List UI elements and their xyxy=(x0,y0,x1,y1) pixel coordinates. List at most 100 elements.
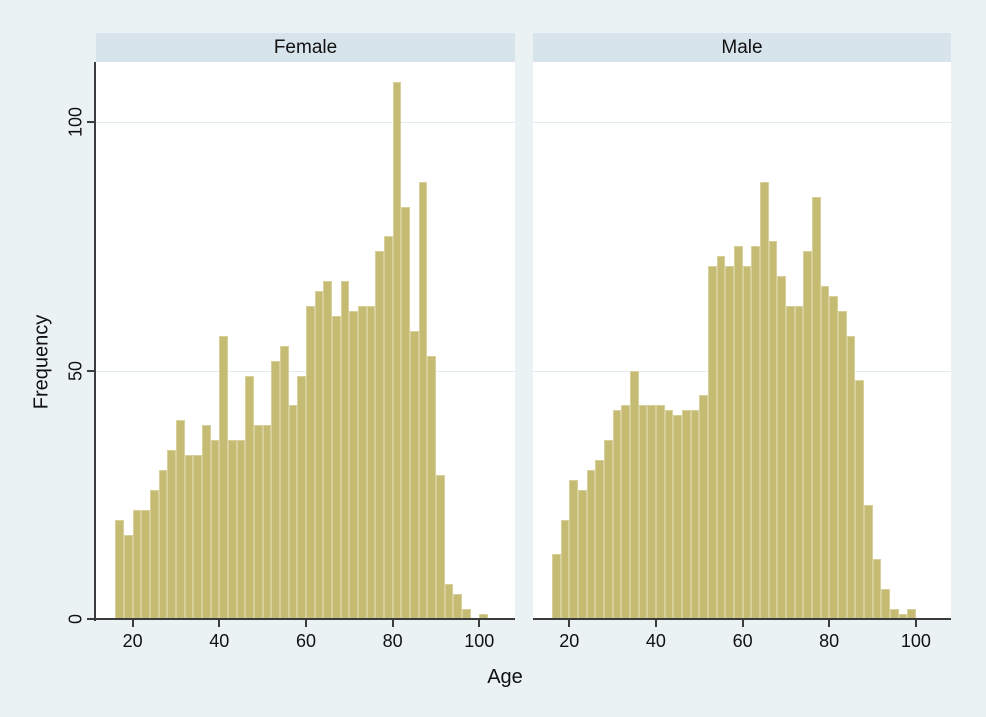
histogram-bar xyxy=(219,335,228,619)
histogram-bar xyxy=(340,281,350,619)
histogram-bar xyxy=(907,609,916,619)
histogram-bar xyxy=(898,614,908,619)
histogram-bar xyxy=(820,286,830,619)
y-tick-label: 0 xyxy=(65,613,86,625)
histogram-bar xyxy=(586,469,596,619)
facet-title-male: Male xyxy=(721,36,763,58)
histogram-bar xyxy=(673,415,682,619)
histogram-bar xyxy=(647,405,656,619)
x-tick-label: 100 xyxy=(464,631,495,651)
histogram-bar xyxy=(846,335,856,619)
histogram-bar xyxy=(280,345,289,619)
histogram-bar xyxy=(863,504,873,619)
histogram-bar xyxy=(228,440,237,619)
histogram-bar xyxy=(288,405,298,619)
y-tick-label: 100 xyxy=(65,106,86,138)
x-axis-tick xyxy=(305,620,307,627)
x-axis-tick xyxy=(218,620,221,627)
y-axis-tick xyxy=(87,121,94,123)
histogram-bar xyxy=(158,469,168,619)
x-tick-label: 20 xyxy=(559,631,580,651)
histogram-bar xyxy=(254,425,263,619)
x-axis-tick xyxy=(914,620,917,627)
histogram-bar xyxy=(193,455,202,619)
histogram-bar xyxy=(621,405,630,619)
x-axis-tick xyxy=(741,620,744,627)
histogram-bar xyxy=(690,410,700,619)
histogram-bar xyxy=(167,450,177,619)
histogram-bar xyxy=(176,420,185,619)
histogram-bar xyxy=(699,395,708,619)
histogram-bar xyxy=(323,281,332,619)
facet-title-female: Female xyxy=(273,36,338,58)
facet-header-female: Female xyxy=(96,33,515,62)
x-axis-title: Age xyxy=(487,666,523,688)
histogram-bar xyxy=(427,355,436,619)
x-tick-label: 40 xyxy=(645,631,666,651)
x-axis-tick xyxy=(828,620,831,627)
histogram-bar xyxy=(349,310,358,619)
histogram-bar xyxy=(707,266,717,619)
x-tick-label: 40 xyxy=(209,631,230,651)
y-axis-tick xyxy=(87,618,94,620)
y-axis-line xyxy=(94,62,96,621)
x-axis-tick xyxy=(131,620,134,627)
y-tick-label: 50 xyxy=(65,360,86,381)
histogram-bar xyxy=(751,246,760,620)
histogram-bar xyxy=(401,206,410,619)
histogram-bar xyxy=(306,305,315,619)
histogram-bar xyxy=(418,181,428,619)
histogram-bar xyxy=(375,251,384,619)
histogram-bar xyxy=(725,266,734,619)
histogram-bar xyxy=(297,375,306,619)
histogram-bar xyxy=(245,375,254,619)
x-axis-line xyxy=(533,618,951,620)
histogram-bar xyxy=(479,614,488,619)
x-tick-label: 100 xyxy=(900,631,931,651)
histogram-bar xyxy=(210,440,220,619)
histogram-bar xyxy=(409,330,419,619)
histogram-bar xyxy=(115,519,125,619)
histogram-bar xyxy=(358,305,367,619)
histogram-bar xyxy=(366,305,376,619)
histogram-bar xyxy=(124,534,133,619)
x-tick-label: 20 xyxy=(122,631,143,651)
histogram-bar xyxy=(829,295,838,619)
histogram-bar xyxy=(461,609,471,619)
histogram-bar xyxy=(803,251,812,619)
histogram-bar xyxy=(855,380,864,619)
histogram-bar xyxy=(236,440,246,619)
gridline-y50 xyxy=(96,370,515,372)
histogram-bar xyxy=(332,315,341,619)
x-axis-tick xyxy=(568,620,571,627)
y-axis-tick xyxy=(87,369,94,372)
histogram-bar xyxy=(141,509,151,619)
histogram-bar xyxy=(552,554,561,619)
histogram-bar xyxy=(872,559,882,619)
histogram-bar xyxy=(435,474,445,619)
histogram-bar xyxy=(314,291,324,619)
x-tick-label: 60 xyxy=(295,631,317,651)
histogram-bar xyxy=(595,460,604,619)
histogram-bar xyxy=(271,360,280,619)
histogram-bar xyxy=(664,410,674,619)
facet-header-male: Male xyxy=(533,33,951,62)
x-axis-tick xyxy=(654,620,657,627)
histogram-bar xyxy=(612,410,622,619)
histogram-bar xyxy=(184,455,194,619)
histogram-bar xyxy=(785,305,795,619)
histogram-bar xyxy=(777,276,786,619)
histogram-bar xyxy=(132,509,142,619)
histogram-bar xyxy=(655,405,665,619)
histogram-bar xyxy=(629,370,639,619)
histogram-bar xyxy=(578,489,587,619)
histogram-bar xyxy=(262,425,272,619)
gridline-y100 xyxy=(533,122,951,123)
x-axis-tick xyxy=(391,620,394,627)
x-axis-tick xyxy=(478,620,481,627)
histogram-bar xyxy=(742,266,752,619)
x-tick-label: 60 xyxy=(732,631,753,651)
gridline-y100 xyxy=(96,122,515,123)
histogram-bar xyxy=(384,236,393,619)
histogram-bar xyxy=(453,594,462,619)
